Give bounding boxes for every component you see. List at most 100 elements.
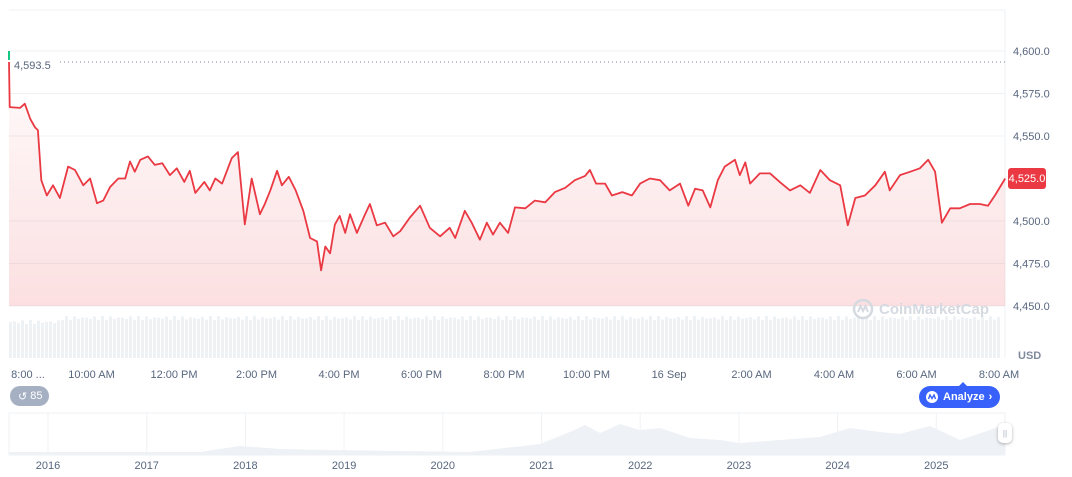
open-price-label: 4,593.5 — [14, 60, 51, 72]
navigator-year-label: 2019 — [332, 460, 356, 472]
volume-bar — [837, 316, 840, 358]
volume-bar — [537, 319, 540, 358]
volume-bar — [681, 319, 684, 358]
volume-bar — [497, 316, 500, 358]
volume-bar — [273, 316, 276, 358]
volume-bar — [877, 319, 880, 358]
volume-bar — [897, 318, 900, 358]
volume-bar — [113, 319, 116, 358]
volume-bar — [565, 318, 568, 358]
volume-bar — [993, 319, 996, 358]
volume-bar — [157, 317, 160, 358]
x-tick-label: 6:00 PM — [401, 369, 442, 381]
volume-bar — [937, 316, 940, 358]
volume-bar — [313, 319, 316, 358]
volume-bar — [577, 316, 580, 358]
volume-bar — [589, 319, 592, 358]
y-tick-label: 4,575.0 — [1013, 89, 1050, 101]
volume-bar — [241, 319, 244, 358]
volume-bar — [777, 318, 780, 358]
volume-bar — [457, 319, 460, 358]
volume-bar — [469, 316, 472, 358]
volume-bar — [197, 318, 200, 358]
x-tick-label: 4:00 PM — [319, 369, 360, 381]
volume-bar — [449, 317, 452, 358]
volume-bar — [805, 319, 808, 358]
volume-bar — [741, 318, 744, 358]
volume-bar — [385, 319, 388, 358]
volume-bar — [593, 317, 596, 358]
volume-bar — [865, 316, 868, 358]
volume-bar — [861, 318, 864, 358]
volume-bar — [989, 316, 992, 358]
volume-bar — [481, 319, 484, 358]
navigator-year-label: 2021 — [529, 460, 553, 472]
volume-bar — [625, 319, 628, 358]
volume-bar — [905, 319, 908, 358]
last-price-badge: 4,525.0 — [1008, 168, 1046, 189]
volume-bar — [249, 319, 252, 358]
volume-bar — [721, 316, 724, 358]
volume-bar — [669, 318, 672, 358]
volume-bar — [849, 319, 852, 358]
volume-bar — [609, 319, 612, 358]
navigator-area — [9, 424, 1005, 455]
price-line — [8, 61, 1006, 272]
volume-bar — [225, 317, 228, 358]
analyze-label: Analyze — [943, 391, 985, 403]
x-tick-label: 12:00 PM — [150, 369, 197, 381]
volume-bar — [433, 316, 436, 358]
volume-bar — [817, 317, 820, 358]
volume-bar — [257, 319, 260, 358]
volume-bar — [461, 316, 464, 358]
volume-bar — [153, 317, 156, 358]
y-tick-label: 4,550.0 — [1013, 131, 1050, 143]
volume-bar — [381, 317, 384, 358]
volume-bar — [285, 319, 288, 358]
volume-bar — [613, 316, 616, 358]
history-button[interactable]: ↺ 85 — [10, 386, 50, 406]
volume-bar — [25, 323, 28, 358]
volume-bar — [953, 316, 956, 358]
volume-bar — [541, 316, 544, 358]
volume-bar — [193, 318, 196, 358]
volume-bar — [213, 319, 216, 358]
y-tick-label: 4,450.0 — [1013, 301, 1050, 313]
x-tick-label: 10:00 AM — [68, 369, 114, 381]
volume-bar — [117, 317, 120, 358]
volume-bar — [713, 317, 716, 358]
volume-bar — [949, 319, 952, 358]
navigator-handle[interactable]: || — [998, 423, 1012, 443]
volume-bar — [293, 319, 296, 358]
volume-bar — [913, 319, 916, 358]
volume-bar — [889, 317, 892, 358]
volume-bar — [585, 316, 588, 358]
volume-bar — [373, 318, 376, 358]
volume-bar — [529, 318, 532, 358]
volume-bar — [321, 319, 324, 358]
volume-bar — [421, 319, 424, 358]
volume-bar — [181, 316, 184, 358]
analyze-icon — [926, 391, 938, 403]
volume-bar — [9, 321, 12, 358]
volume-bar — [453, 317, 456, 358]
volume-bar — [973, 316, 976, 358]
volume-bar — [349, 319, 352, 358]
volume-bar — [965, 318, 968, 358]
analyze-button[interactable]: Analyze › — [919, 382, 1001, 408]
volume-bar — [93, 316, 96, 358]
volume-bar — [101, 316, 104, 358]
volume-bar — [557, 317, 560, 358]
watermark: CoinMarketCap — [852, 298, 989, 320]
volume-bar — [13, 321, 16, 358]
volume-bar — [673, 318, 676, 358]
currency-label: USD — [1018, 350, 1041, 362]
volume-bar — [753, 319, 756, 358]
volume-bar — [645, 319, 648, 358]
volume-bar — [477, 316, 480, 358]
x-tick-label: 8:00 AM — [979, 369, 1019, 381]
volume-bar — [121, 317, 124, 358]
volume-bar — [317, 316, 320, 358]
volume-bar — [717, 319, 720, 358]
